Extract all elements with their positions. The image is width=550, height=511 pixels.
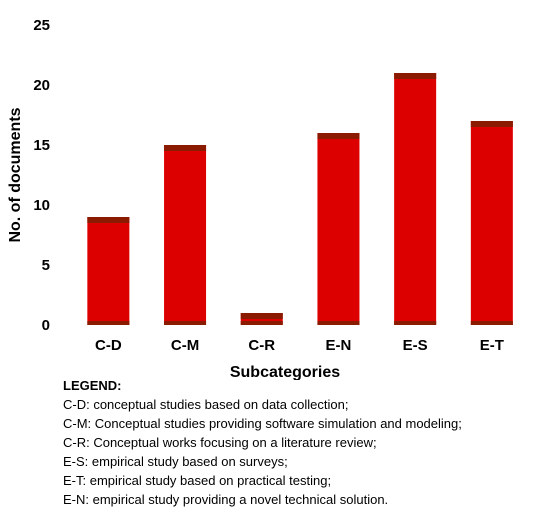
bar-base-e-n	[317, 321, 360, 325]
x-axis: C-D C-M C-R E-N E-S E-T	[95, 337, 504, 354]
bar-cap-e-n	[317, 133, 360, 139]
bar-cap-c-r	[240, 313, 283, 319]
y-tick-label: 0	[42, 317, 50, 334]
x-tick-label-c-m: C-M	[171, 337, 199, 354]
legend-entry-c-d: C-D: conceptual studies based on data co…	[63, 397, 349, 412]
bar-c-m	[164, 145, 207, 325]
x-tick-label-c-r: C-R	[248, 337, 275, 354]
bar-cap-e-s	[394, 73, 437, 79]
x-tick-label-e-n: E-N	[326, 337, 352, 354]
x-tick-label-e-s: E-S	[403, 337, 428, 354]
bar-base-e-t	[470, 321, 513, 325]
bar-cap-c-m	[164, 145, 207, 151]
y-tick-label: 25	[33, 17, 50, 34]
legend-entry-e-t: E-T: empirical study based on practical …	[63, 473, 332, 488]
y-tick-label: 5	[42, 257, 50, 274]
y-axis: 0 5 10 15 20 25	[33, 17, 50, 334]
x-axis-title: Subcategories	[230, 364, 340, 380]
y-tick-label: 10	[33, 197, 50, 214]
bar-e-n	[317, 133, 360, 325]
x-tick-label-e-t: E-T	[480, 337, 504, 354]
bars	[87, 73, 513, 325]
bar-cap-e-t	[470, 121, 513, 127]
bar-e-t	[470, 121, 513, 325]
bar-cap-c-d	[87, 217, 130, 223]
legend-entry-e-n: E-N: empirical study providing a novel t…	[63, 492, 389, 507]
bar-base-c-m	[164, 321, 207, 325]
bar-base-c-d	[87, 321, 130, 325]
bar-c-d	[87, 217, 130, 325]
legend-entry-c-r: C-R: Conceptual works focusing on a lite…	[63, 435, 377, 450]
legend-entry-c-m: C-M: Conceptual studies providing softwa…	[63, 416, 462, 431]
legend: LEGEND: C-D: conceptual studies based on…	[63, 377, 543, 509]
bar-chart: 0 5 10 15 20 25 C-D C-M C-R E-N E-S E-T No. of doc…	[7, 17, 513, 380]
legend-title: LEGEND:	[63, 378, 122, 393]
y-tick-label: 20	[33, 77, 50, 94]
bar-base-c-r	[240, 321, 283, 325]
y-tick-label: 15	[33, 137, 50, 154]
y-axis-title: No. of documents	[7, 107, 24, 242]
bar-base-e-s	[394, 321, 437, 325]
bar-e-s	[394, 73, 437, 325]
legend-entry-e-s: E-S: empirical study based on surveys;	[63, 454, 288, 469]
x-tick-label-c-d: C-D	[95, 337, 122, 354]
